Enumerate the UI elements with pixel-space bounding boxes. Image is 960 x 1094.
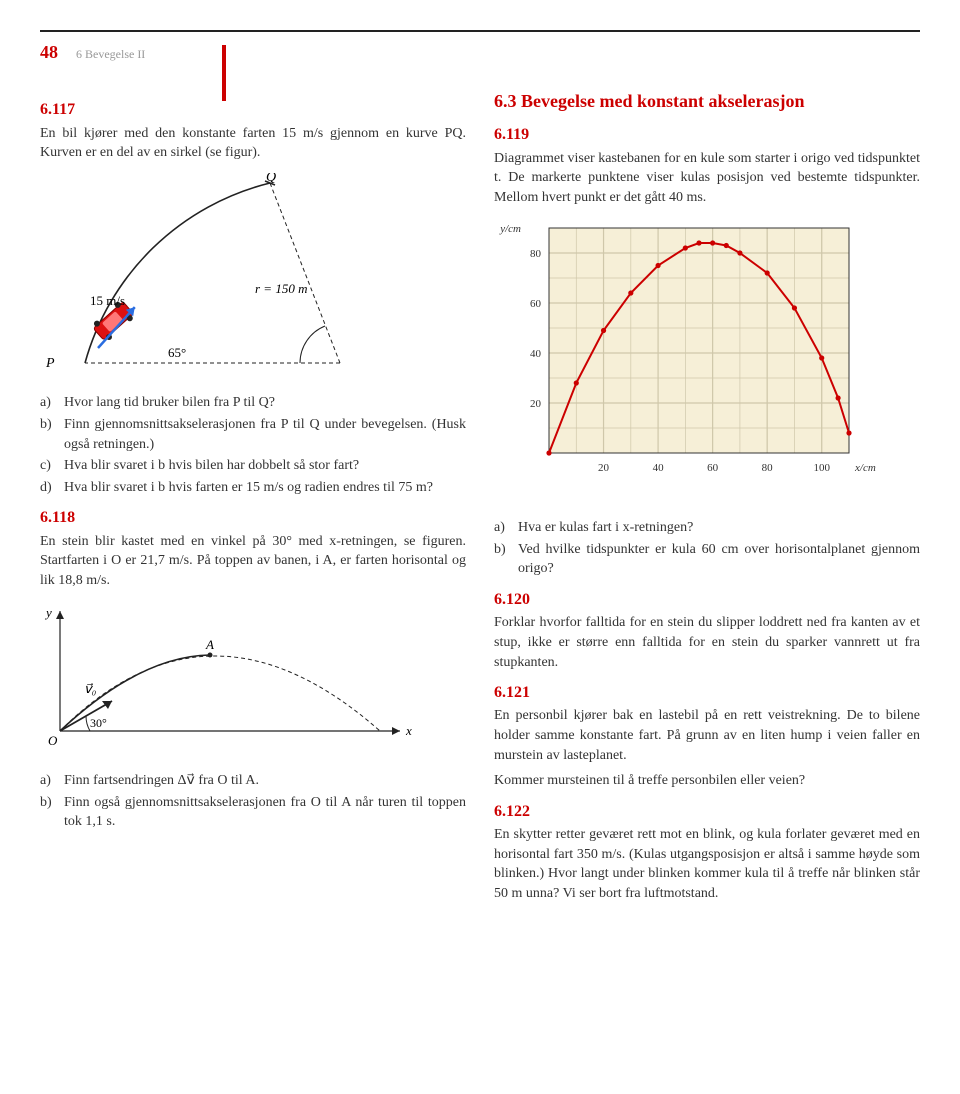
ex-6121-q: Kommer mursteinen til å treffe personbil… <box>494 771 920 791</box>
ex-6117-questions: a)Hvor lang tid bruker bilen fra P til Q… <box>40 393 466 497</box>
fig-6117: P Q 15 m/s 65° r = 150 m <box>40 173 466 380</box>
ex-6119-questions: a)Hva er kulas fart i x-retningen? b)Ved… <box>494 518 920 579</box>
svg-text:O: O <box>48 733 58 748</box>
page-number: 48 <box>40 40 58 65</box>
ex-6121-num: 6.121 <box>494 682 920 704</box>
svg-text:y/cm: y/cm <box>499 223 521 235</box>
page-header: 48 6 Bevegelse II <box>40 40 920 65</box>
ex-6120-num: 6.120 <box>494 589 920 611</box>
svg-text:30°: 30° <box>90 716 107 730</box>
svg-text:x: x <box>405 723 412 738</box>
label-Q: Q <box>266 173 276 185</box>
label-P: P <box>45 356 55 371</box>
ex-6119-intro: Diagrammet viser kastebanen for en kule … <box>494 149 920 208</box>
ex-6117-intro: En bil kjører med den konstante farten 1… <box>40 124 466 163</box>
ex-6122-text: En skytter retter geværet rett mot en bl… <box>494 825 920 903</box>
ex-6118-questions: a)Finn fartsendringen Δv⃗ fra O til A. b… <box>40 771 466 832</box>
label-radius: r = 150 m <box>255 281 307 296</box>
ex-6117-num: 6.117 <box>40 99 466 121</box>
ex-6122-num: 6.122 <box>494 801 920 823</box>
fig-6119-chart: 20 40 60 80 20 40 60 80 100 y/cm x/cm <box>494 218 920 505</box>
svg-text:100: 100 <box>813 462 830 474</box>
svg-text:20: 20 <box>598 462 610 474</box>
right-column: 6.3 Bevegelse med konstant akselerasjon … <box>494 89 920 909</box>
svg-text:40: 40 <box>530 348 542 360</box>
ex-6118-num: 6.118 <box>40 507 466 529</box>
svg-text:60: 60 <box>530 298 542 310</box>
ex-6119-num: 6.119 <box>494 124 920 146</box>
svg-text:80: 80 <box>762 462 774 474</box>
svg-text:80: 80 <box>530 248 542 260</box>
svg-text:v⃗₀: v⃗₀ <box>84 681 96 696</box>
ex-6118-intro: En stein blir kastet med en vinkel på 30… <box>40 532 466 591</box>
svg-text:y: y <box>44 605 52 620</box>
chapter-label: 6 Bevegelse II <box>76 46 145 63</box>
ex-6120-text: Forklar hvorfor falltida for en stein du… <box>494 613 920 672</box>
svg-text:40: 40 <box>653 462 665 474</box>
svg-text:20: 20 <box>530 398 542 410</box>
top-rule <box>40 30 920 32</box>
fig-6118: O y x A v⃗₀ 30° <box>40 601 466 758</box>
red-divider <box>222 45 226 101</box>
label-angle: 65° <box>168 345 186 360</box>
ex-6121-text: En personbil kjører bak en lastebil på e… <box>494 706 920 765</box>
svg-text:A: A <box>205 637 214 652</box>
left-column: 6.117 En bil kjører med den konstante fa… <box>40 89 466 909</box>
label-speed: 15 m/s <box>90 293 125 308</box>
svg-text:60: 60 <box>707 462 719 474</box>
section-title: 6.3 Bevegelse med konstant akselerasjon <box>494 89 920 114</box>
svg-text:x/cm: x/cm <box>854 462 876 474</box>
